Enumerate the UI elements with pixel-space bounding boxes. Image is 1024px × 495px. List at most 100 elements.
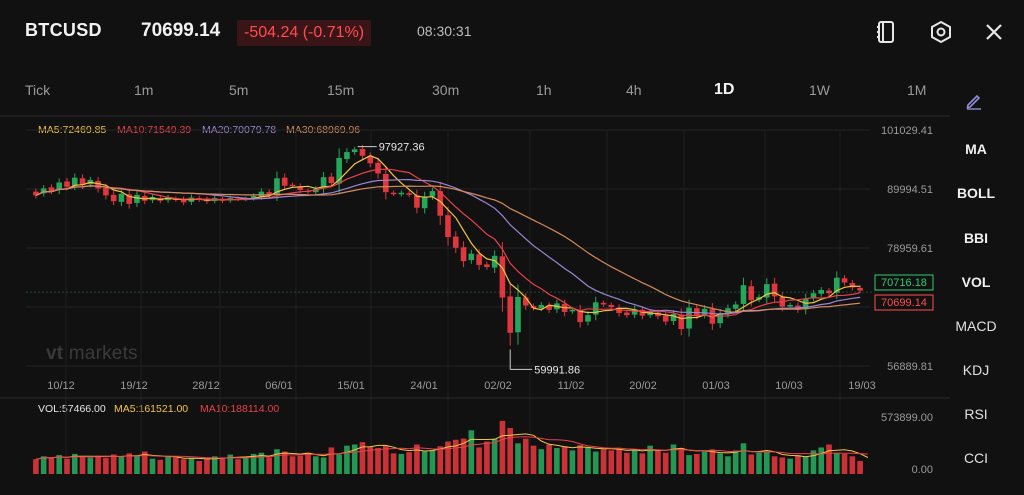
vol-ma10-line xyxy=(35,436,868,460)
candle-body xyxy=(274,178,280,195)
price-tick-label: 78959.61 xyxy=(887,243,933,255)
tab-tick[interactable]: Tick xyxy=(25,82,51,98)
settings-hexagon-icon[interactable] xyxy=(927,18,955,46)
candle-body xyxy=(748,286,755,301)
volume-bar xyxy=(188,458,195,474)
candle-body xyxy=(382,173,389,193)
candle-body xyxy=(375,162,381,174)
volume-bar xyxy=(802,456,809,474)
volume-bar xyxy=(118,456,125,474)
volume-bar xyxy=(624,452,630,474)
indicator-boll[interactable]: BOLL xyxy=(956,185,996,201)
last-price-label: 70699.14 xyxy=(881,297,927,309)
tab-30m[interactable]: 30m xyxy=(432,82,460,98)
volume-bar xyxy=(382,445,389,474)
tab-1h[interactable]: 1h xyxy=(536,82,552,98)
candle-body xyxy=(110,194,117,202)
candle-body xyxy=(398,192,405,195)
candle-body xyxy=(484,264,490,268)
volume-bar xyxy=(701,451,708,474)
date-tick-label: 28/12 xyxy=(192,380,220,392)
indicator-macd[interactable]: MACD xyxy=(955,318,997,334)
volume-bar xyxy=(180,459,187,474)
volume-bar xyxy=(367,446,374,474)
volume-bar xyxy=(336,454,342,474)
volume-bar xyxy=(328,447,335,474)
candle-body xyxy=(266,192,272,195)
tab-1d[interactable]: 1D xyxy=(714,81,735,98)
volume-bar xyxy=(196,461,202,474)
symbol-title[interactable]: BTCUSD xyxy=(25,20,102,40)
indicator-kdj[interactable]: KDJ xyxy=(962,362,990,378)
tab-4h[interactable]: 4h xyxy=(626,82,642,98)
indicator-rsi[interactable]: RSI xyxy=(964,406,988,422)
volume-bar xyxy=(258,452,265,474)
candle-body xyxy=(165,197,171,201)
candle-body xyxy=(476,254,482,265)
volume-bar xyxy=(359,442,366,474)
candle-body xyxy=(678,314,685,330)
volume-bar xyxy=(33,459,39,474)
volume-bar xyxy=(522,438,529,474)
close-icon[interactable] xyxy=(980,18,1008,46)
candle-body xyxy=(771,283,778,297)
volume-bar xyxy=(40,456,47,474)
volume-bar xyxy=(406,452,412,474)
volume-bar xyxy=(56,455,63,474)
indicator-vol[interactable]: VOL xyxy=(961,274,991,290)
candle-body xyxy=(857,287,863,291)
candle-body xyxy=(320,177,327,189)
vt-markets-watermark: vt markets xyxy=(46,343,138,365)
volume-bar xyxy=(771,456,778,474)
candle-body xyxy=(281,177,288,186)
volume-bar xyxy=(468,430,475,474)
book-icon[interactable] xyxy=(872,18,900,46)
volume-bar xyxy=(414,444,420,474)
last-price-box xyxy=(874,294,934,311)
volume-bar xyxy=(351,444,358,474)
volume-bar xyxy=(103,458,109,474)
candle-body xyxy=(732,304,739,309)
candle-body xyxy=(359,148,366,156)
candle-body xyxy=(717,313,723,324)
tab-1m-month[interactable]: 1M xyxy=(907,82,927,98)
ma30-line xyxy=(35,185,861,313)
volume-bar xyxy=(678,448,685,474)
candle-body xyxy=(336,157,342,184)
candle-body xyxy=(740,285,747,304)
watermark-rest: markets xyxy=(68,343,138,364)
tab-1w[interactable]: 1W xyxy=(809,82,830,98)
candle-body xyxy=(499,256,506,298)
volume-bar xyxy=(390,453,397,474)
candlestick-chart[interactable]: 101029.41 89994.51 78959.61 56889.81 573899.… xyxy=(0,110,950,495)
candle-body xyxy=(64,181,70,187)
tab-15m[interactable]: 15m xyxy=(327,82,355,98)
volume-bar xyxy=(686,455,692,474)
indicator-ma[interactable]: MA xyxy=(965,141,987,157)
candle-body xyxy=(670,314,677,322)
date-tick-label: 15/01 xyxy=(337,380,365,392)
volume-bar xyxy=(616,448,622,474)
indicator-cci[interactable]: CCI xyxy=(963,450,989,466)
volume-bar xyxy=(732,450,739,474)
draw-pencil-icon[interactable] xyxy=(964,91,984,111)
tab-5m[interactable]: 5m xyxy=(229,82,249,98)
candle-body xyxy=(180,199,187,203)
candle-body xyxy=(826,290,832,294)
volume-bar xyxy=(204,458,210,474)
price-tick-label: 89994.51 xyxy=(887,184,933,196)
candle-body xyxy=(289,184,296,187)
candle-body xyxy=(507,296,514,333)
ma10-line xyxy=(35,168,861,318)
volume-bar xyxy=(157,459,164,474)
high-price-annotation: 97927.36 xyxy=(379,142,425,154)
volume-bar xyxy=(670,444,677,474)
indicator-bbi[interactable]: BBI xyxy=(963,230,989,246)
volume-bar xyxy=(243,456,249,474)
date-tick-label: 20/02 xyxy=(629,380,657,392)
candle-body xyxy=(833,277,840,293)
volume-bar xyxy=(71,453,78,474)
tab-1m[interactable]: 1m xyxy=(134,82,154,98)
candle-body xyxy=(810,293,817,299)
volume-bar xyxy=(476,447,482,474)
